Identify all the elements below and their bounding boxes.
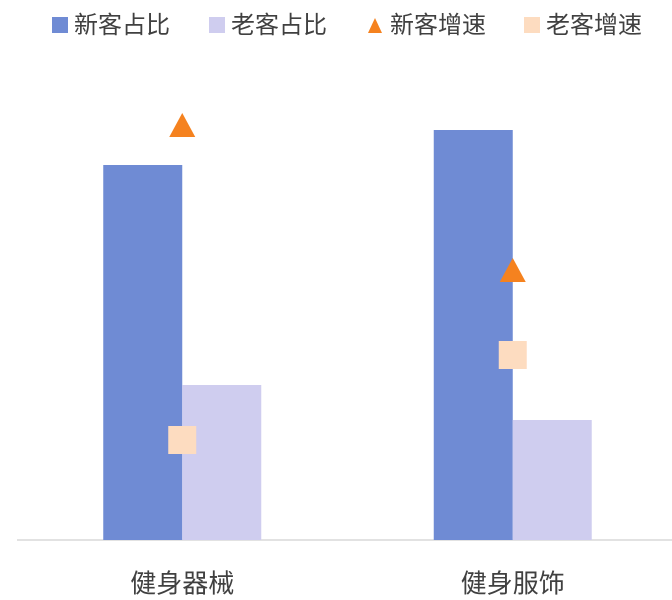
- legend-label: 新客增速: [390, 11, 486, 39]
- legend-marker: [368, 18, 382, 33]
- marker: [499, 258, 526, 282]
- legend-marker: [524, 17, 540, 33]
- marker: [498, 341, 527, 369]
- x-tick-label: 健身器械: [130, 570, 234, 600]
- x-tick-label: 健身服饰: [461, 570, 565, 600]
- legend-label: 新客占比: [74, 11, 170, 39]
- legend-label: 老客增速: [546, 11, 642, 39]
- bar: [512, 420, 592, 540]
- bar: [103, 165, 183, 540]
- marker: [168, 426, 197, 454]
- marker: [169, 113, 196, 137]
- bar: [433, 130, 513, 540]
- legend-label: 老客占比: [231, 11, 327, 39]
- bar: [182, 385, 262, 540]
- legend-marker: [209, 17, 225, 33]
- legend-marker: [52, 17, 68, 33]
